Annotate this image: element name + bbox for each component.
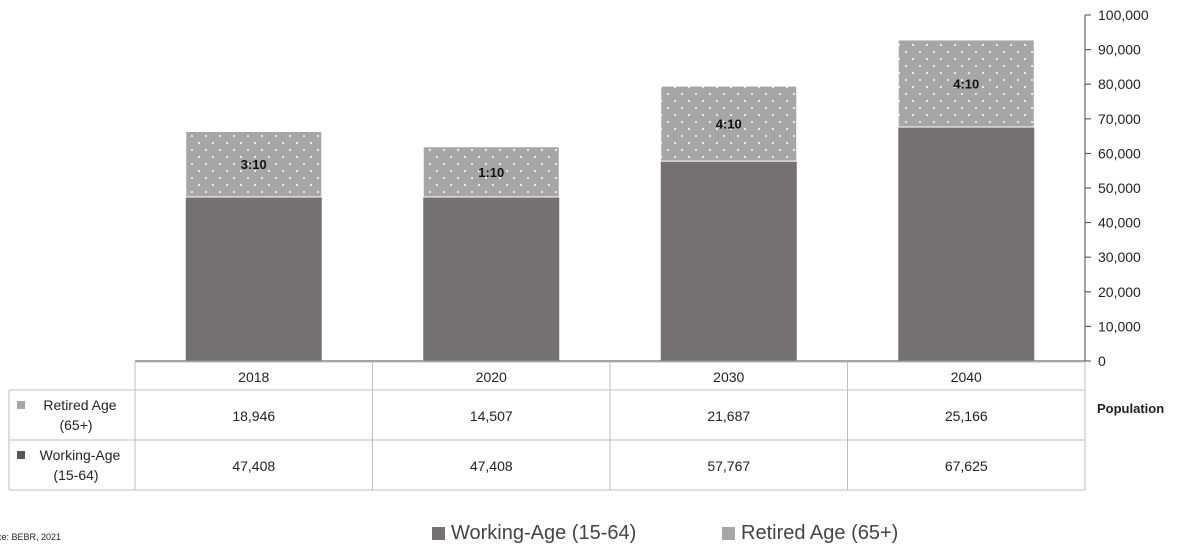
legend-swatch-working-age bbox=[432, 527, 445, 540]
legend-swatch-retired-age bbox=[722, 527, 735, 540]
y-tick-label: 60,000 bbox=[1098, 145, 1141, 161]
y-tick-label: 100,000 bbox=[1098, 7, 1149, 23]
x-category-label: 2018 bbox=[238, 369, 269, 385]
bar-retired-age-2018 bbox=[185, 130, 323, 198]
x-category-label: 2020 bbox=[476, 369, 507, 385]
row-swatch-working-age bbox=[17, 451, 25, 459]
bar-working-age-2030 bbox=[660, 161, 797, 361]
row-header-line1: Working-Age bbox=[40, 447, 121, 463]
legend-label-retired-age: Retired Age (65+) bbox=[741, 522, 899, 544]
y-tick-label: 80,000 bbox=[1098, 76, 1141, 92]
bar-ratio-label-2018: 3:10 bbox=[241, 157, 267, 172]
table-cell-value: 47,408 bbox=[232, 458, 275, 474]
y-tick-label: 0 bbox=[1098, 353, 1106, 369]
row-header-line1: Retired Age bbox=[43, 397, 116, 413]
table-cell-value: 67,625 bbox=[945, 458, 988, 474]
x-category-label: 2040 bbox=[951, 369, 982, 385]
table-cell-value: 25,166 bbox=[945, 408, 988, 424]
y-axis-title: Population bbox=[1097, 401, 1165, 416]
bar-ratio-label-2030: 4:10 bbox=[716, 117, 742, 132]
legend-label-working-age: Working-Age (15-64) bbox=[451, 522, 637, 544]
bar-working-age-2018 bbox=[185, 196, 322, 361]
table-cell-value: 57,767 bbox=[707, 458, 750, 474]
bar-working-age-2020 bbox=[423, 196, 560, 361]
x-category-label: 2030 bbox=[713, 369, 744, 385]
row-header-line2: (65+) bbox=[59, 417, 92, 433]
y-tick-label: 70,000 bbox=[1098, 111, 1141, 127]
bar-retired-age-2020 bbox=[422, 146, 560, 198]
table-cell-value: 21,687 bbox=[707, 408, 750, 424]
y-tick-label: 30,000 bbox=[1098, 249, 1141, 265]
bar-working-age-2040 bbox=[898, 127, 1035, 361]
y-tick-label: 90,000 bbox=[1098, 42, 1141, 58]
y-tick-label: 20,000 bbox=[1098, 284, 1141, 300]
y-tick-label: 50,000 bbox=[1098, 180, 1141, 196]
table-cell-value: 47,408 bbox=[470, 458, 513, 474]
source-note: rce: BEBR, 2021 bbox=[0, 532, 62, 542]
bar-retired-age-2030 bbox=[660, 85, 798, 162]
legend-item-working-age: Working-Age (15-64) bbox=[432, 522, 636, 545]
row-swatch-retired-age bbox=[17, 401, 25, 409]
row-header-line2: (15-64) bbox=[53, 467, 98, 483]
bar-ratio-label-2040: 4:10 bbox=[953, 76, 979, 91]
legend-item-retired-age: Retired Age (65+) bbox=[722, 522, 898, 545]
y-tick-label: 40,000 bbox=[1098, 215, 1141, 231]
table-cell-value: 18,946 bbox=[232, 408, 275, 424]
y-tick-label: 10,000 bbox=[1098, 318, 1141, 334]
bar-ratio-label-2020: 1:10 bbox=[478, 165, 504, 180]
table-cell-value: 14,507 bbox=[470, 408, 513, 424]
bar-retired-age-2040 bbox=[897, 39, 1035, 128]
